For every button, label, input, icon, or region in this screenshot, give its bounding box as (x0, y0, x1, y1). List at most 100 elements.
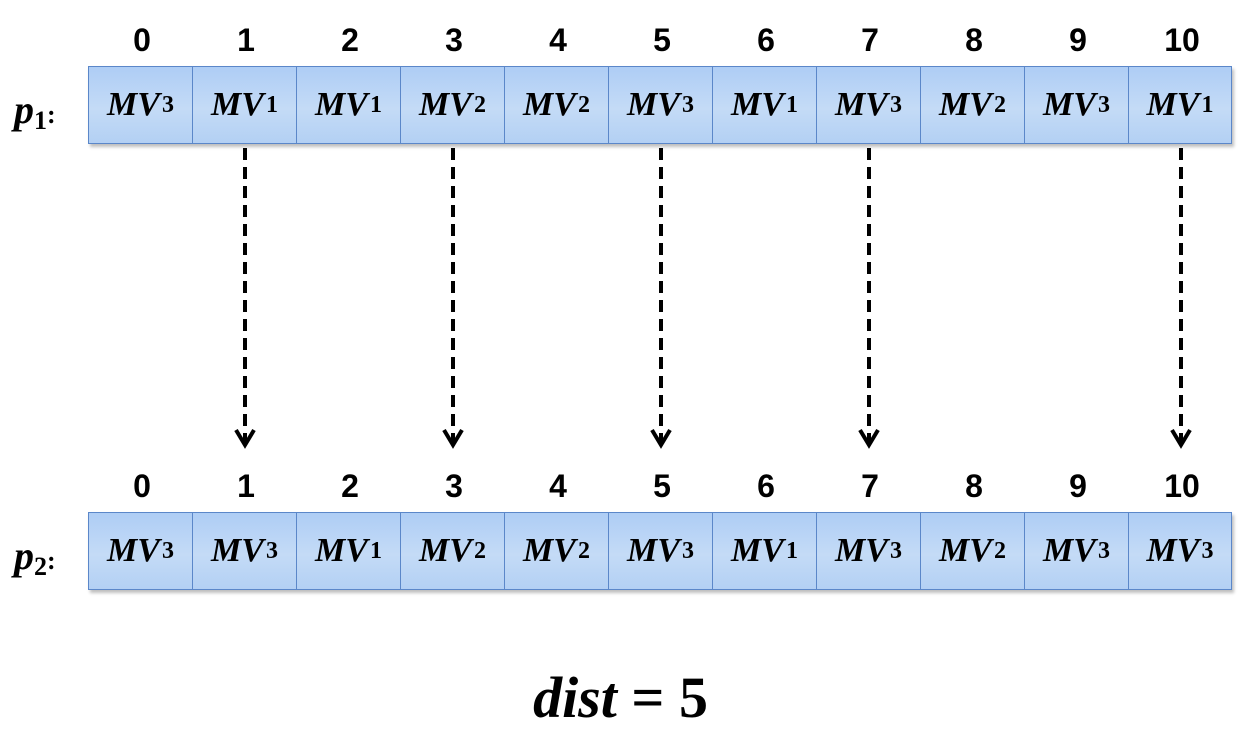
p1-index-6: 6 (757, 22, 775, 58)
p1-cell-0: MV 3 (88, 66, 192, 144)
cell-subscript: 1 (369, 91, 382, 118)
cell-subscript: 1 (1201, 91, 1214, 118)
cell-value: MV (523, 86, 576, 123)
cell-subscript: 3 (889, 537, 902, 564)
p1-sequence: MV 3 MV 1 MV 1 MV 2 MV 2 MV 3 MV 1 MV 3 MV 2 MV 3 MV 1 (88, 66, 1232, 144)
cell-value: MV (627, 86, 680, 123)
p2-cell-0: MV 3 (88, 512, 192, 590)
cell-subscript: 3 (161, 91, 174, 118)
p1-index-7: 7 (861, 22, 879, 58)
p1-cell-5: MV 3 (608, 66, 712, 144)
cell-value: MV (419, 86, 472, 123)
p2-index-2: 2 (341, 468, 359, 504)
cell-value: MV (419, 532, 472, 569)
cell-value: MV (627, 532, 680, 569)
p1-cell-4: MV 2 (504, 66, 608, 144)
cell-value: MV (1043, 86, 1096, 123)
p2-cell-3: MV 2 (400, 512, 504, 590)
p1-cell-10: MV 1 (1128, 66, 1232, 144)
p1-cell-6: MV 1 (712, 66, 816, 144)
p1-cell-3: MV 2 (400, 66, 504, 144)
cell-subscript: 3 (1097, 537, 1110, 564)
cell-value: MV (1043, 532, 1096, 569)
p2-cell-6: MV 1 (712, 512, 816, 590)
cell-value: MV (1146, 532, 1200, 569)
cell-subscript: 3 (681, 537, 694, 564)
p2-cell-5: MV 3 (608, 512, 712, 590)
p1-index-row: 0 1 2 3 4 5 6 7 8 9 10 (90, 22, 1234, 59)
cell-value: MV (835, 532, 888, 569)
p1-cell-8: MV 2 (920, 66, 1024, 144)
p2-cell-7: MV 3 (816, 512, 920, 590)
p1-index-5: 5 (653, 22, 671, 58)
p1-cell-1: MV 1 (192, 66, 296, 144)
p2-sequence: MV 3 MV 3 MV 1 MV 2 MV 2 MV 3 MV 1 MV 3 MV 2 MV 3 MV 3 (88, 512, 1232, 590)
distance-value: 5 (678, 665, 708, 730)
p2-cell-8: MV 2 (920, 512, 1024, 590)
cell-value: MV (107, 532, 160, 569)
cell-subscript: 2 (577, 537, 590, 564)
cell-subscript: 2 (577, 91, 590, 118)
cell-value: MV (107, 86, 160, 123)
p2-index-row: 0 1 2 3 4 5 6 7 8 9 10 (90, 468, 1234, 505)
cell-value: MV (731, 532, 784, 569)
p1-index-8: 8 (965, 22, 983, 58)
p2-index-10: 10 (1164, 468, 1200, 504)
p2-index-5: 5 (653, 468, 671, 504)
p1-index-0: 0 (133, 22, 151, 58)
distance-variable: dist (533, 665, 617, 730)
p1-cell-9: MV 3 (1024, 66, 1128, 144)
p2-cell-1: MV 3 (192, 512, 296, 590)
cell-value: MV (315, 86, 368, 123)
p2-cell-9: MV 3 (1024, 512, 1128, 590)
cell-subscript: 2 (993, 91, 1006, 118)
cell-value: MV (523, 532, 576, 569)
cell-subscript: 3 (681, 91, 694, 118)
p1-index-10: 10 (1164, 22, 1200, 58)
distance-equation: dist = 5 (0, 664, 1241, 731)
cell-subscript: 3 (889, 91, 902, 118)
p2-index-3: 3 (445, 468, 463, 504)
cell-value: MV (211, 532, 264, 569)
cell-value: MV (211, 86, 264, 123)
p2-index-7: 7 (861, 468, 879, 504)
p1-index-2: 2 (341, 22, 359, 58)
cell-subscript: 3 (265, 537, 278, 564)
arrow-head-1 (234, 428, 256, 449)
cell-value: MV (835, 86, 888, 123)
cell-subscript: 3 (1097, 91, 1110, 118)
p1-index-9: 9 (1069, 22, 1087, 58)
cell-subscript: 3 (1201, 537, 1214, 564)
p2-cell-2: MV 1 (296, 512, 400, 590)
p2-index-6: 6 (757, 468, 775, 504)
p2-cell-10: MV 3 (1128, 512, 1232, 590)
arrow-head-7 (858, 428, 880, 449)
distance-operator: = (631, 665, 665, 730)
p2-index-9: 9 (1069, 468, 1087, 504)
cell-subscript: 2 (473, 537, 486, 564)
cell-value: MV (939, 86, 992, 123)
arrow-head-10 (1170, 428, 1192, 449)
cell-subscript: 1 (785, 537, 798, 564)
p2-index-8: 8 (965, 468, 983, 504)
p2-index-4: 4 (549, 468, 567, 504)
arrow-head-5 (650, 428, 672, 449)
p1-index-4: 4 (549, 22, 567, 58)
cell-value: MV (939, 532, 992, 569)
p1-cell-2: MV 1 (296, 66, 400, 144)
p1-index-1: 1 (237, 22, 255, 58)
cell-subscript: 2 (473, 91, 486, 118)
cell-value: MV (1146, 86, 1200, 123)
cell-subscript: 1 (785, 91, 798, 118)
p2-index-0: 0 (133, 468, 151, 504)
cell-value: MV (315, 532, 368, 569)
cell-subscript: 1 (369, 537, 382, 564)
p2-cell-4: MV 2 (504, 512, 608, 590)
cell-subscript: 3 (161, 537, 174, 564)
cell-value: MV (731, 86, 784, 123)
p1-label: p1: (14, 87, 56, 135)
cell-subscript: 2 (993, 537, 1006, 564)
p2-index-1: 1 (237, 468, 255, 504)
cell-subscript: 1 (265, 91, 278, 118)
